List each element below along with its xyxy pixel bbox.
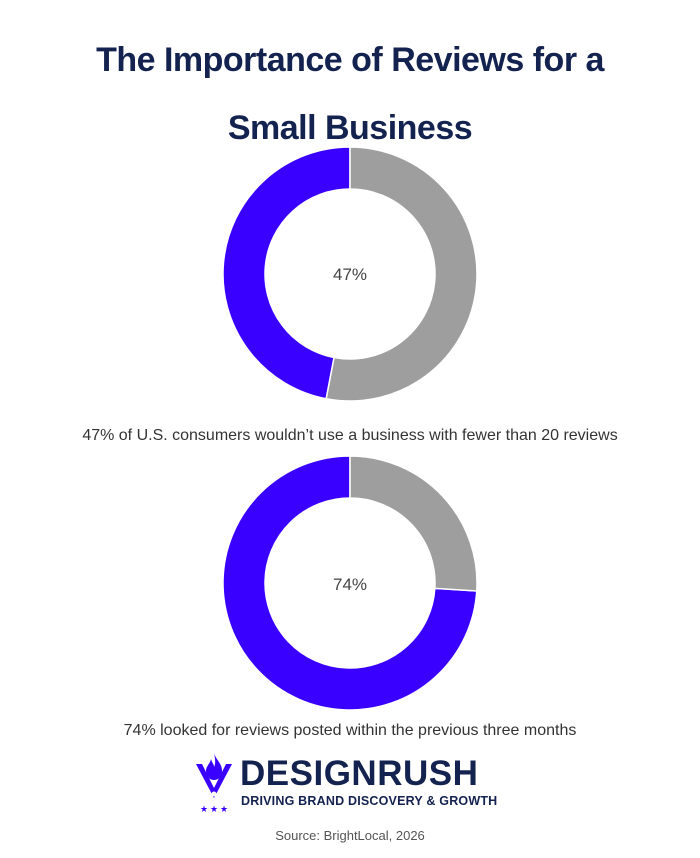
donut-chart-1-slice-primary [222, 146, 351, 400]
donut-chart-2-slices [222, 455, 478, 711]
title-line-2: Small Business [227, 109, 473, 147]
donut-chart-1: 47% [0, 146, 700, 402]
donut-chart-1-slices [222, 146, 478, 402]
designrush-logo: ★ ★ ★ DESIGNRUSH DRIVING BRAND DISCOVERY… [192, 750, 522, 816]
donut-chart-1-slice-remainder [325, 146, 478, 402]
logo-tagline: DRIVING BRAND DISCOVERY & GROWTH [241, 794, 498, 808]
donut-chart-1-svg: 47% [222, 146, 478, 402]
svg-text:★: ★ [210, 805, 218, 815]
donut-chart-2-svg: 74% [222, 455, 478, 711]
title-line-1: The Importance of Reviews for a [96, 41, 604, 79]
source-note: Source: BrightLocal, 2026 [275, 828, 425, 843]
svg-text:★: ★ [220, 805, 228, 815]
donut-chart-1-caption: 47% of U.S. consumers wouldn’t use a bus… [82, 427, 618, 444]
page-title: The Importance of Reviews for a Small Bu… [0, 26, 700, 162]
donut-chart-2-slice-remainder [349, 455, 478, 592]
donut-chart-2-caption: 74% looked for reviews posted within the… [123, 722, 577, 739]
donut-chart-2-center-label: 74% [333, 575, 367, 594]
svg-text:★: ★ [200, 805, 208, 815]
donut-chart-1-center-label: 47% [333, 265, 367, 284]
designrush-flame-icon: ★ ★ ★ [196, 753, 232, 815]
donut-chart-2-slice-primary [222, 455, 478, 711]
logo-wordmark: DESIGNRUSH [240, 754, 479, 793]
donut-chart-2: 74% [0, 455, 700, 711]
